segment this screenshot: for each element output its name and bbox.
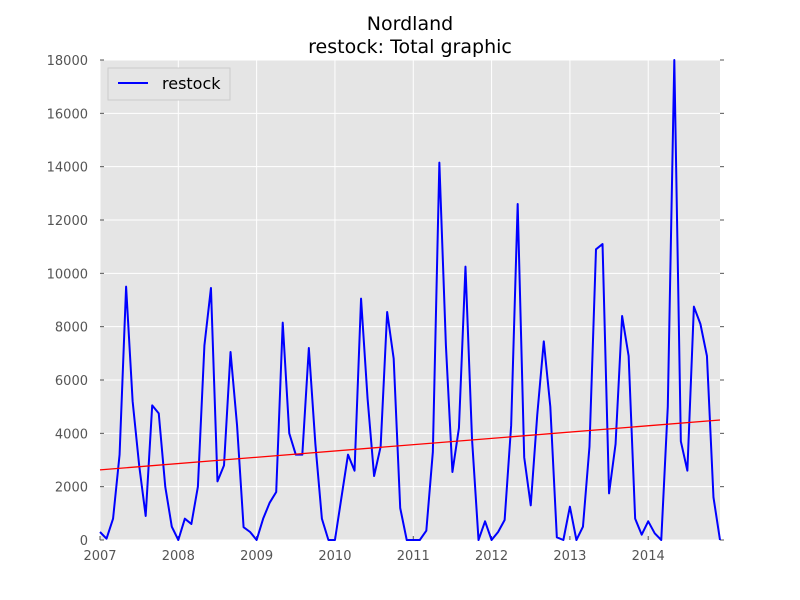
y-tick-label: 18000 (47, 54, 88, 69)
legend: restock (107, 67, 231, 101)
y-tick-label: 0 (80, 534, 88, 549)
y-tick-label: 8000 (55, 321, 88, 336)
x-tick-label: 2007 (83, 549, 116, 564)
x-tick-label: 2009 (240, 549, 273, 564)
y-tick-label: 4000 (55, 427, 88, 442)
y-tick-label: 6000 (55, 374, 88, 389)
y-tick-label: 12000 (47, 214, 88, 229)
x-tick-label: 2011 (397, 549, 430, 564)
x-tick-label: 2010 (318, 549, 351, 564)
y-tick-label: 10000 (47, 267, 88, 282)
chart-title: Nordland (367, 13, 453, 35)
x-tick-label: 2013 (553, 549, 586, 564)
series-line-restock (99, 59, 721, 541)
y-tick-label: 16000 (47, 107, 88, 122)
y-tick-label: 14000 (47, 161, 88, 176)
x-tick-label: 2012 (475, 549, 508, 564)
chart-subtitle: restock: Total graphic (308, 36, 512, 58)
trend-line (99, 419, 721, 471)
x-tick-label: 2008 (162, 549, 195, 564)
legend-label-restock: restock (162, 74, 221, 93)
x-tick-label: 2014 (632, 549, 665, 564)
axis-ticks: 2007 2008 2009 2010 2011 2012 2013 2014 0 2000 400… (47, 54, 724, 564)
plot-area (100, 60, 720, 540)
series-lines (99, 59, 721, 541)
y-tick-label: 2000 (55, 481, 88, 496)
